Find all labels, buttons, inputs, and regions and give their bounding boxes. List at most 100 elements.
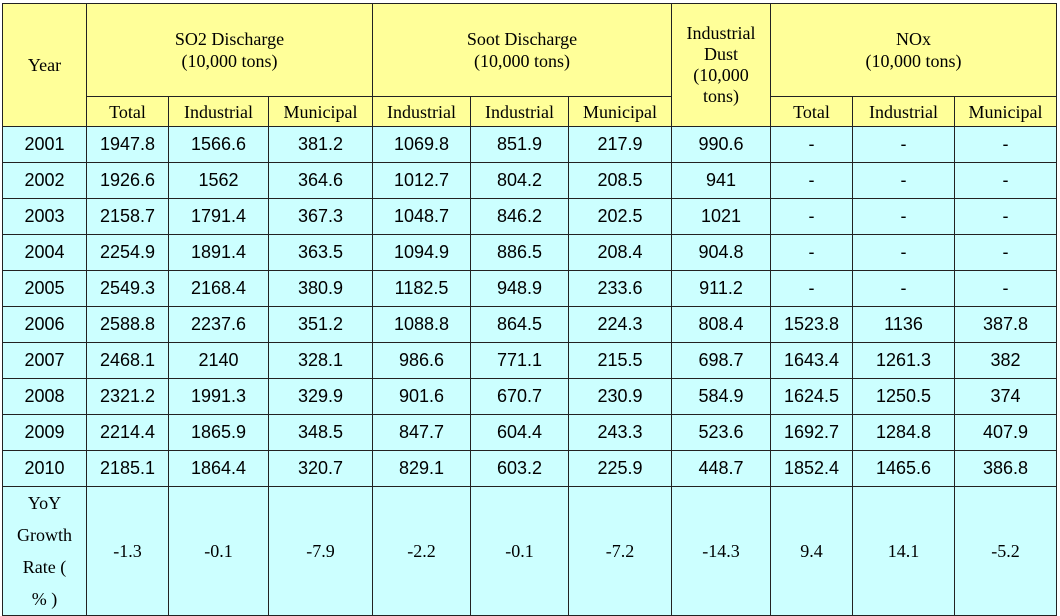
value-cell: 1947.8: [86, 126, 169, 163]
growth-value-cell: 14.1: [852, 486, 956, 616]
nox-header: NOx (10,000 tons): [770, 3, 1058, 97]
value-cell: -: [852, 270, 956, 307]
soot-unit: (10,000 tons): [474, 51, 570, 71]
value-cell: 771.1: [470, 342, 569, 379]
value-cell: 1562: [168, 162, 269, 199]
value-cell: 1891.4: [168, 234, 269, 271]
value-cell: 230.9: [567, 378, 673, 415]
growth-label-line-2: Growth: [17, 525, 72, 545]
value-cell: 2185.1: [86, 450, 169, 487]
value-cell: 382: [954, 342, 1058, 379]
table-row: 2009 2214.4 1865.9 348.5 847.7 604.4 243.3 523.…: [2, 414, 1058, 451]
table-row: 2003 2158.7 1791.4 367.3 1048.7 846.2 202.5 102…: [2, 198, 1058, 235]
value-cell: -: [770, 234, 854, 271]
growth-value-cell: -7.9: [268, 486, 373, 616]
nox-industrial-header: Industrial: [852, 96, 956, 127]
value-cell: 904.8: [671, 234, 772, 271]
value-cell: 1991.3: [168, 378, 269, 415]
value-cell: 1250.5: [852, 378, 956, 415]
value-cell: 1566.6: [168, 126, 269, 163]
value-cell: 804.2: [470, 162, 569, 199]
value-cell: -: [954, 126, 1058, 163]
value-cell: 2549.3: [86, 270, 169, 307]
growth-value-cell: -0.1: [470, 486, 569, 616]
value-cell: 448.7: [671, 450, 772, 487]
value-cell: 2254.9: [86, 234, 169, 271]
value-cell: 363.5: [268, 234, 373, 271]
value-cell: 851.9: [470, 126, 569, 163]
year-cell: 2007: [2, 342, 87, 379]
value-cell: 864.5: [470, 306, 569, 343]
value-cell: 202.5: [567, 198, 673, 235]
value-cell: 1136: [852, 306, 956, 343]
so2-total-header: Total: [86, 96, 169, 127]
year-cell: 2008: [2, 378, 87, 415]
value-cell: 225.9: [567, 450, 673, 487]
value-cell: 380.9: [268, 270, 373, 307]
dust-line-3: (10,000: [693, 65, 749, 85]
value-cell: 243.3: [567, 414, 673, 451]
value-cell: -: [852, 198, 956, 235]
value-cell: 1643.4: [770, 342, 854, 379]
value-cell: 990.6: [671, 126, 772, 163]
value-cell: 1261.3: [852, 342, 956, 379]
value-cell: -: [770, 162, 854, 199]
value-cell: 523.6: [671, 414, 772, 451]
value-cell: 224.3: [567, 306, 673, 343]
soot-industrial-header-2: Industrial: [470, 96, 569, 127]
value-cell: -: [770, 270, 854, 307]
table-row: 2010 2185.1 1864.4 320.7 829.1 603.2 225.9 448.…: [2, 450, 1058, 487]
year-cell: 2001: [2, 126, 87, 163]
so2-industrial-header: Industrial: [168, 96, 269, 127]
value-cell: 2588.8: [86, 306, 169, 343]
growth-label: YoY Growth Rate ( % ): [2, 486, 87, 616]
value-cell: 911.2: [671, 270, 772, 307]
value-cell: -: [954, 270, 1058, 307]
table-body: 2001 1947.8 1566.6 381.2 1069.8 851.9 217.9 990…: [2, 126, 1058, 487]
table-row: 2002 1926.6 1562 364.6 1012.7 804.2 208.5 941- -…: [2, 162, 1058, 199]
value-cell: 348.5: [268, 414, 373, 451]
value-cell: 847.7: [372, 414, 471, 451]
value-cell: 1926.6: [86, 162, 169, 199]
nox-municipal-header: Municipal: [954, 96, 1058, 127]
value-cell: 829.1: [372, 450, 471, 487]
table-row: 2008 2321.2 1991.3 329.9 901.6 670.7 230.9 584.…: [2, 378, 1058, 415]
year-cell: 2005: [2, 270, 87, 307]
value-cell: 1465.6: [852, 450, 956, 487]
emissions-table: Year SO2 Discharge (10,000 tons) Soot Di…: [2, 3, 1058, 616]
table-row: 2005 2549.3 2168.4 380.9 1182.5 948.9 233.6 911…: [2, 270, 1058, 307]
value-cell: 1048.7: [372, 198, 471, 235]
value-cell: 670.7: [470, 378, 569, 415]
value-cell: 2140: [168, 342, 269, 379]
header-row-sub: Total Industrial Municipal Industrial In…: [3, 96, 1058, 127]
value-cell: 1852.4: [770, 450, 854, 487]
value-cell: 364.6: [268, 162, 373, 199]
value-cell: 1088.8: [372, 306, 471, 343]
dust-line-1: Industrial: [686, 23, 756, 43]
so2-unit: (10,000 tons): [181, 51, 278, 71]
value-cell: -: [770, 126, 854, 163]
value-cell: -: [954, 198, 1058, 235]
value-cell: 808.4: [671, 306, 772, 343]
year-cell: 2009: [2, 414, 87, 451]
value-cell: 948.9: [470, 270, 569, 307]
header-row-top: Year SO2 Discharge (10,000 tons) Soot Di…: [2, 3, 1058, 127]
value-cell: 387.8: [954, 306, 1058, 343]
soot-discharge-header: Soot Discharge (10,000 tons): [371, 3, 673, 97]
so2-municipal-header: Municipal: [268, 96, 373, 127]
value-cell: 698.7: [671, 342, 772, 379]
so2-discharge-header: SO2 Discharge (10,000 tons): [86, 3, 373, 97]
growth-value-cell: -0.1: [168, 486, 269, 616]
value-cell: 1624.5: [770, 378, 854, 415]
value-cell: 846.2: [470, 198, 569, 235]
growth-value-cell: -5.2: [954, 486, 1058, 616]
value-cell: 367.3: [268, 198, 373, 235]
value-cell: 328.1: [268, 342, 373, 379]
value-cell: 208.5: [567, 162, 673, 199]
value-cell: 901.6: [372, 378, 471, 415]
value-cell: 381.2: [268, 126, 373, 163]
value-cell: -: [852, 162, 956, 199]
value-cell: -: [852, 234, 956, 271]
value-cell: 407.9: [954, 414, 1058, 451]
value-cell: 374: [954, 378, 1058, 415]
